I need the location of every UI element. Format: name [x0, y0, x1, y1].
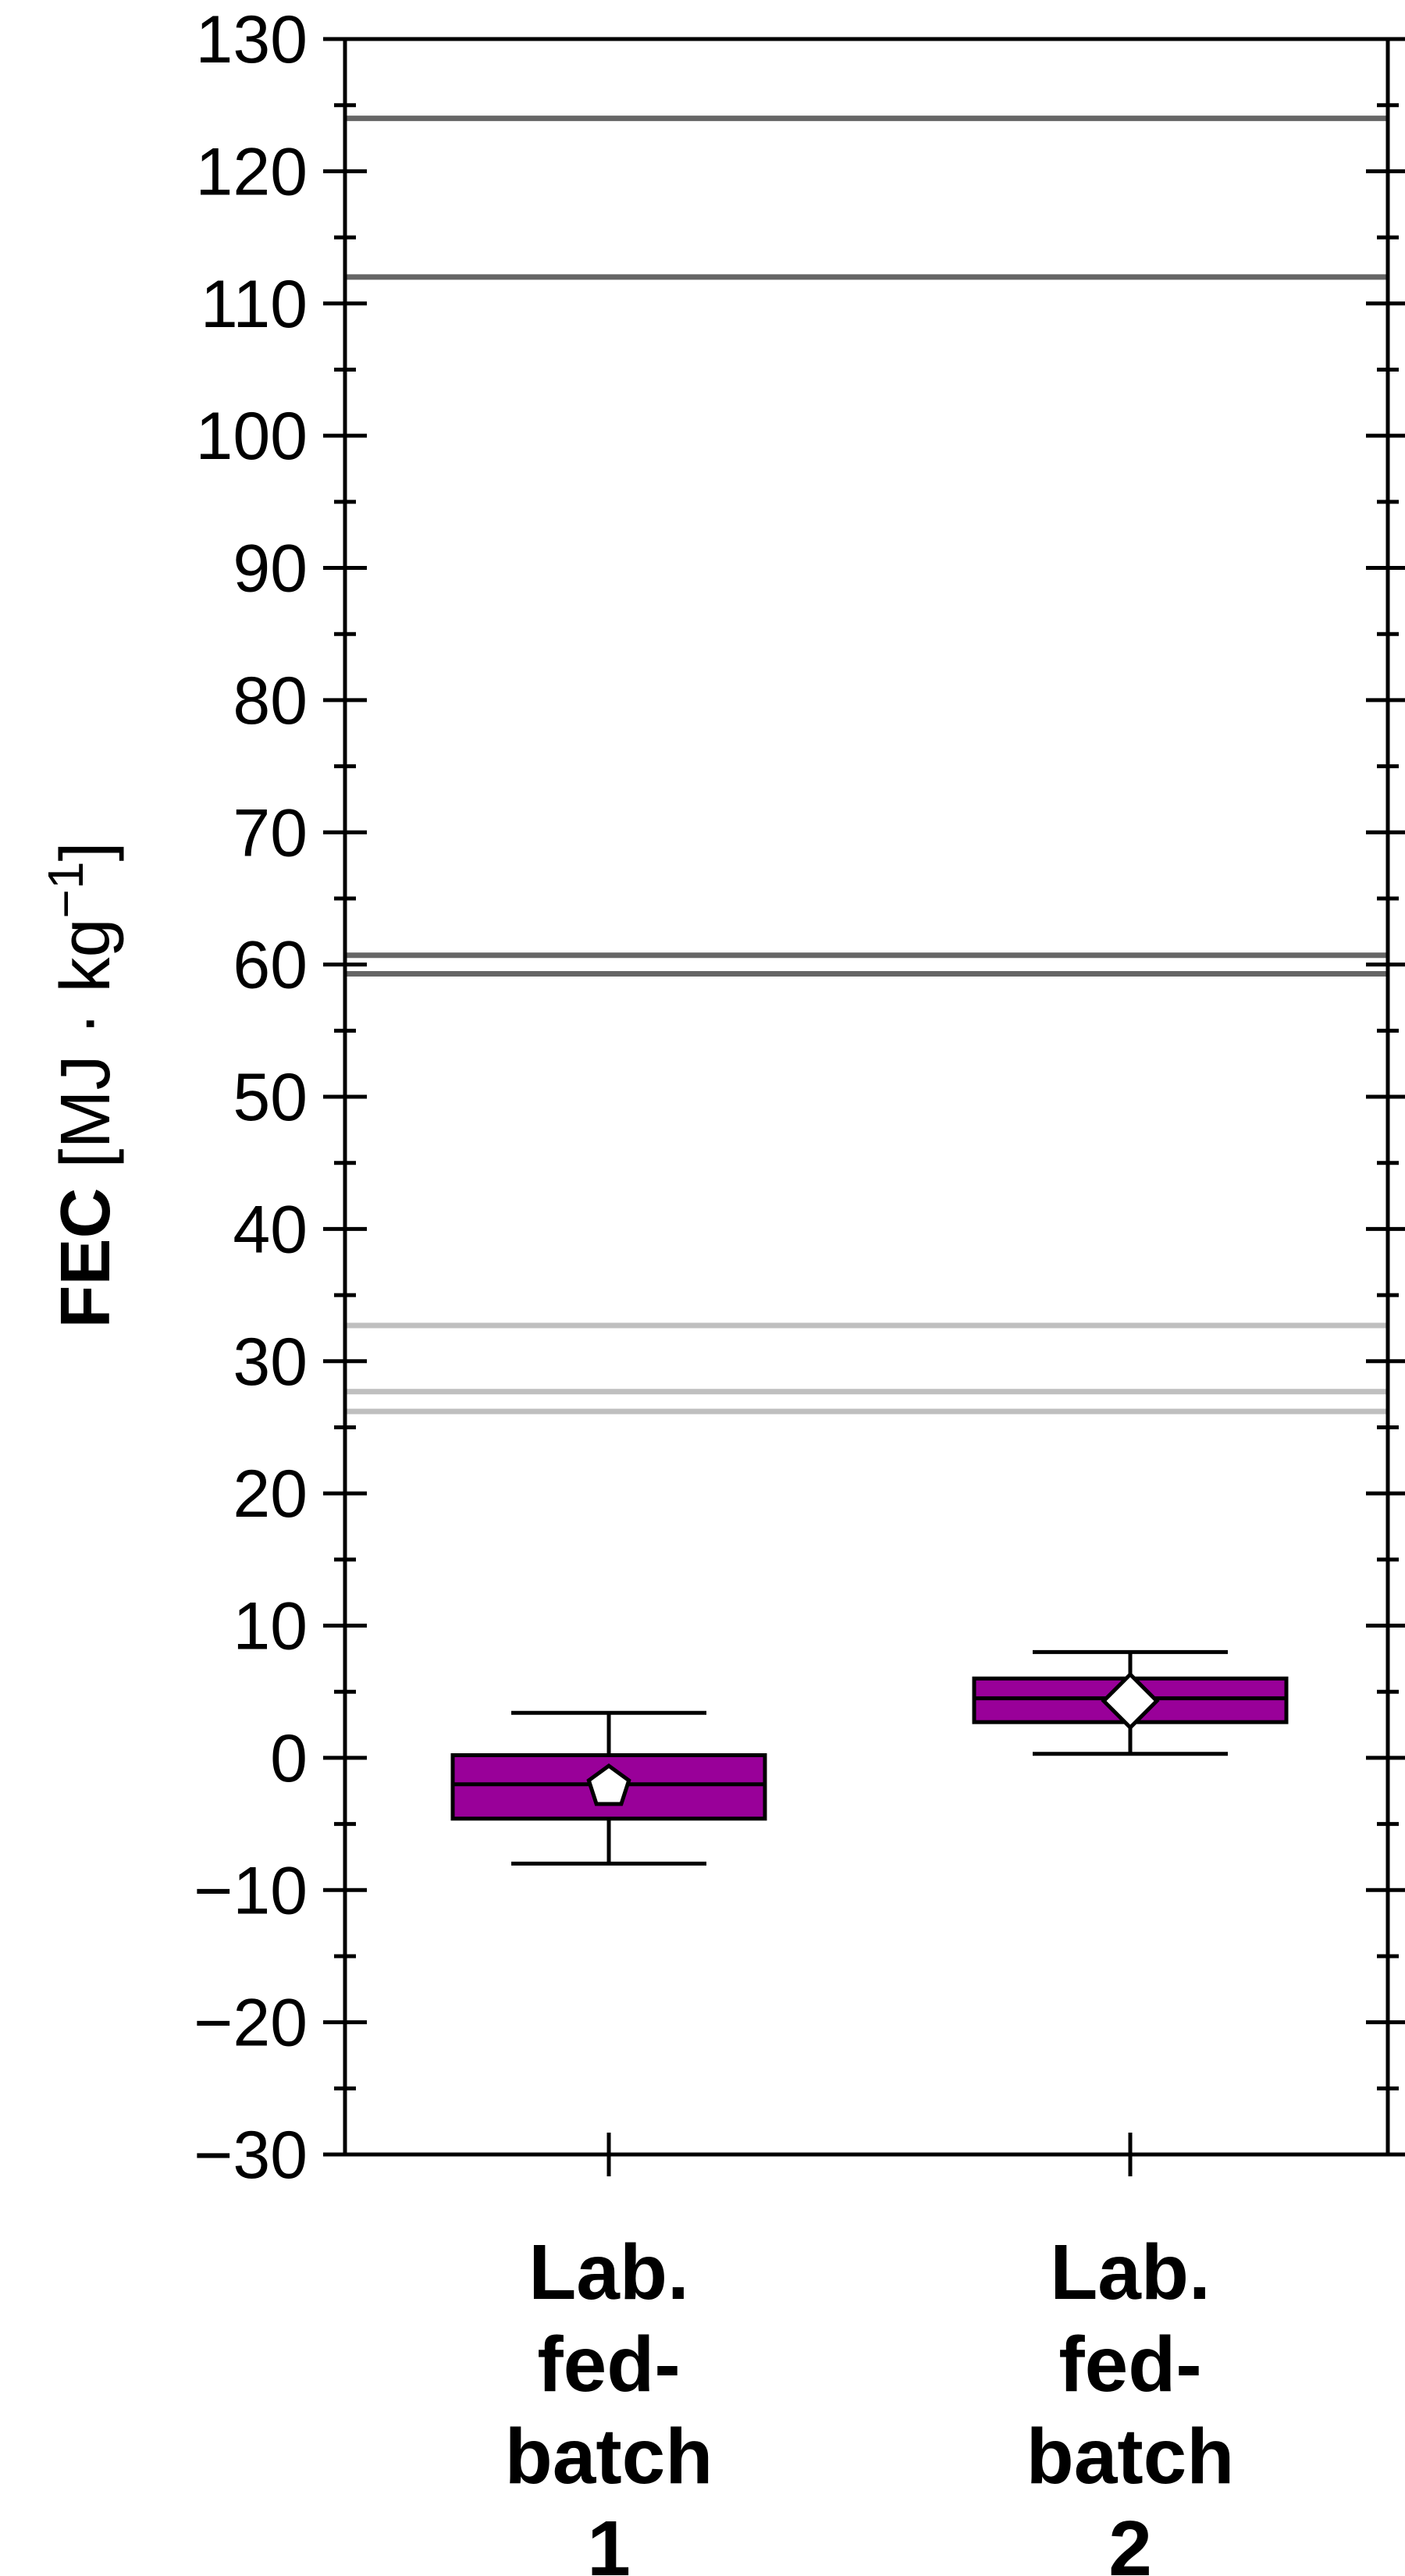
y-axis-label-superscript: −1	[37, 862, 94, 919]
mean-marker-pentagon	[586, 1763, 631, 1806]
x-category-label: fed-	[1058, 2321, 1201, 2408]
y-tick-label: −10	[194, 1853, 308, 1928]
y-tick-label: 70	[233, 795, 308, 870]
x-category-label: 2	[1108, 2505, 1152, 2576]
y-axis-label-unit: [MJ · kg	[47, 918, 125, 1168]
y-tick-label: 80	[233, 664, 308, 738]
y-axis-label: FEC [MJ · kg−1]	[37, 841, 125, 1328]
y-axis-label-bold: FEC	[47, 1168, 125, 1328]
y-tick-label: −20	[194, 1986, 308, 2061]
x-category-label: Lab.	[528, 2229, 689, 2316]
y-tick-label: 10	[233, 1589, 308, 1664]
y-axis-label-close: ]	[47, 841, 125, 861]
y-tick-label: 30	[233, 1325, 308, 1400]
y-tick-label: −30	[194, 2118, 308, 2193]
x-category-label: Lab.	[1050, 2229, 1211, 2316]
x-category-label: fed-	[537, 2321, 680, 2408]
plot-frame	[343, 37, 1390, 2157]
x-category-label: 1	[587, 2505, 631, 2576]
y-tick-label: 130	[196, 2, 308, 77]
y-tick-label: 20	[233, 1457, 308, 1532]
x-category-label: batch	[505, 2413, 713, 2500]
y-tick-label: 0	[270, 1721, 308, 1796]
x-category-label: batch	[1026, 2413, 1235, 2500]
y-tick-label: 110	[201, 267, 308, 342]
y-tick-label: 60	[233, 928, 308, 1003]
y-tick-label: 50	[233, 1060, 308, 1135]
y-tick-label: 40	[233, 1192, 308, 1267]
mean-marker-diamond	[1101, 1671, 1160, 1731]
y-tick-label: 100	[196, 399, 308, 474]
y-tick-label: 90	[233, 532, 308, 607]
y-tick-label: 120	[196, 134, 308, 209]
